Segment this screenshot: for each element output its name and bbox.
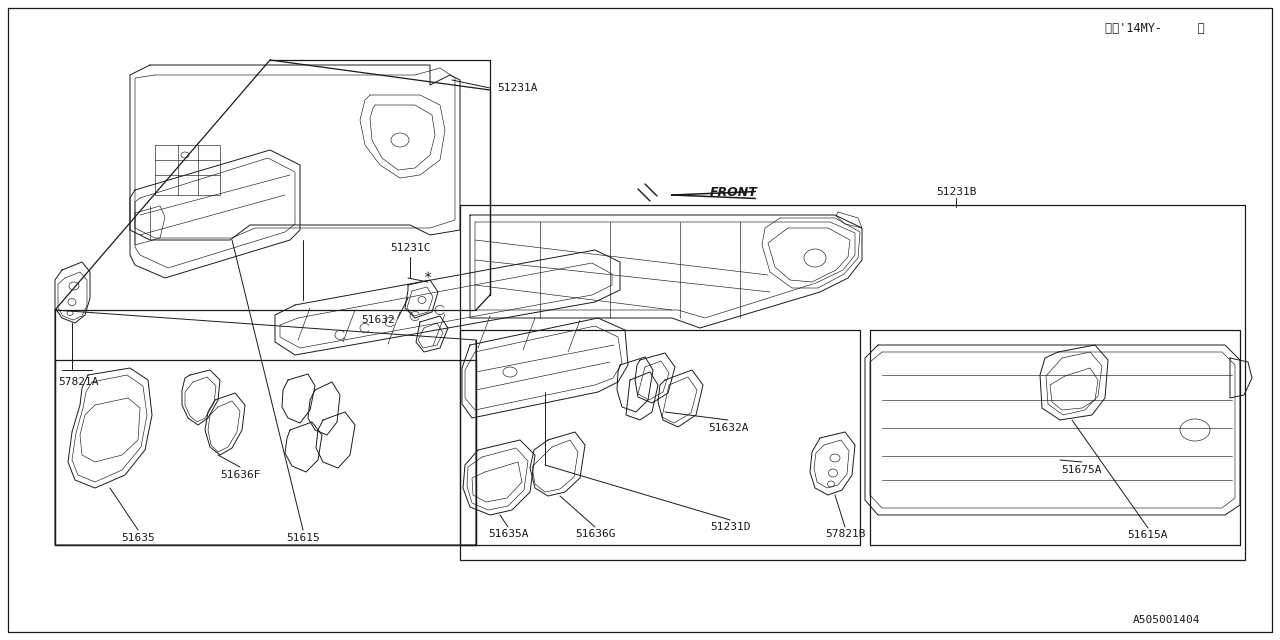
Text: 51231A: 51231A xyxy=(497,83,538,93)
Text: 51231B: 51231B xyxy=(936,187,977,197)
Text: 57821A: 57821A xyxy=(58,377,99,387)
Text: A505001404: A505001404 xyxy=(1133,615,1201,625)
Text: FRONT: FRONT xyxy=(710,186,758,198)
Text: 51635A: 51635A xyxy=(488,529,529,539)
Text: 51231C: 51231C xyxy=(389,243,430,253)
Text: 51632A: 51632A xyxy=(708,423,749,433)
Text: 51636G: 51636G xyxy=(575,529,616,539)
Text: 51636F: 51636F xyxy=(220,470,260,480)
Text: 51635: 51635 xyxy=(122,533,155,543)
Text: 57821B: 57821B xyxy=(824,529,865,539)
Text: 51615A: 51615A xyxy=(1128,530,1169,540)
Text: 51632: 51632 xyxy=(361,315,396,325)
Text: 51675A: 51675A xyxy=(1061,465,1102,475)
Text: 51231D: 51231D xyxy=(709,522,750,532)
Text: ∗: ∗ xyxy=(424,268,433,282)
Text: 51615: 51615 xyxy=(287,533,320,543)
Text: ※＜'14MY-     ＞: ※＜'14MY- ＞ xyxy=(1105,22,1204,35)
